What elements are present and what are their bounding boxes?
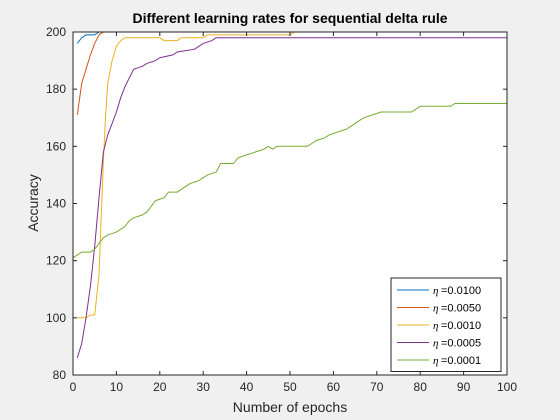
legend-label-1: =0.0100 bbox=[441, 285, 481, 297]
x-tick-label: 40 bbox=[240, 380, 254, 394]
legend-eta-symbol: η bbox=[433, 320, 438, 332]
x-axis-label: Number of epochs bbox=[233, 399, 347, 415]
legend-label-3: =0.0010 bbox=[441, 320, 481, 332]
legend-label-2: =0.0050 bbox=[441, 303, 481, 315]
y-axis-ticks: 80 100 120 140 160 180 200 bbox=[46, 25, 507, 382]
x-tick-label: 50 bbox=[283, 380, 297, 394]
y-tick-label: 160 bbox=[46, 139, 66, 153]
legend-label-5: =0.0001 bbox=[441, 355, 481, 367]
series-lines bbox=[72, 31, 507, 359]
y-tick-label: 120 bbox=[46, 254, 66, 268]
x-tick-label: 30 bbox=[197, 380, 211, 394]
x-axis-ticks: 0 10 20 30 40 50 60 70 80 90 100 bbox=[70, 32, 517, 394]
x-tick-label: 80 bbox=[414, 380, 428, 394]
y-tick-label: 180 bbox=[46, 82, 66, 96]
x-tick-label: 0 bbox=[70, 380, 77, 394]
legend-eta-symbol: η bbox=[433, 285, 438, 297]
chart-title: Different learning rates for sequential … bbox=[132, 10, 447, 26]
x-tick-label: 90 bbox=[457, 380, 471, 394]
y-tick-label: 200 bbox=[46, 25, 66, 39]
legend-eta-symbol: η bbox=[433, 338, 438, 350]
y-tick-label: 100 bbox=[46, 311, 66, 325]
y-tick-label: 80 bbox=[53, 368, 67, 382]
x-tick-label: 100 bbox=[497, 380, 517, 394]
legend-eta-symbol: η bbox=[433, 355, 438, 367]
x-tick-label: 70 bbox=[370, 380, 384, 394]
x-tick-label: 20 bbox=[153, 380, 167, 394]
series-line-4 bbox=[76, 37, 507, 359]
series-line-3 bbox=[77, 31, 507, 319]
series-line-5 bbox=[72, 103, 507, 259]
x-tick-label: 60 bbox=[327, 380, 341, 394]
x-tick-label: 10 bbox=[110, 380, 124, 394]
y-tick-label: 140 bbox=[46, 197, 66, 211]
legend-eta-symbol: η bbox=[433, 303, 438, 315]
y-axis-label: Accuracy bbox=[25, 174, 41, 232]
legend-label-4: =0.0005 bbox=[441, 338, 481, 350]
